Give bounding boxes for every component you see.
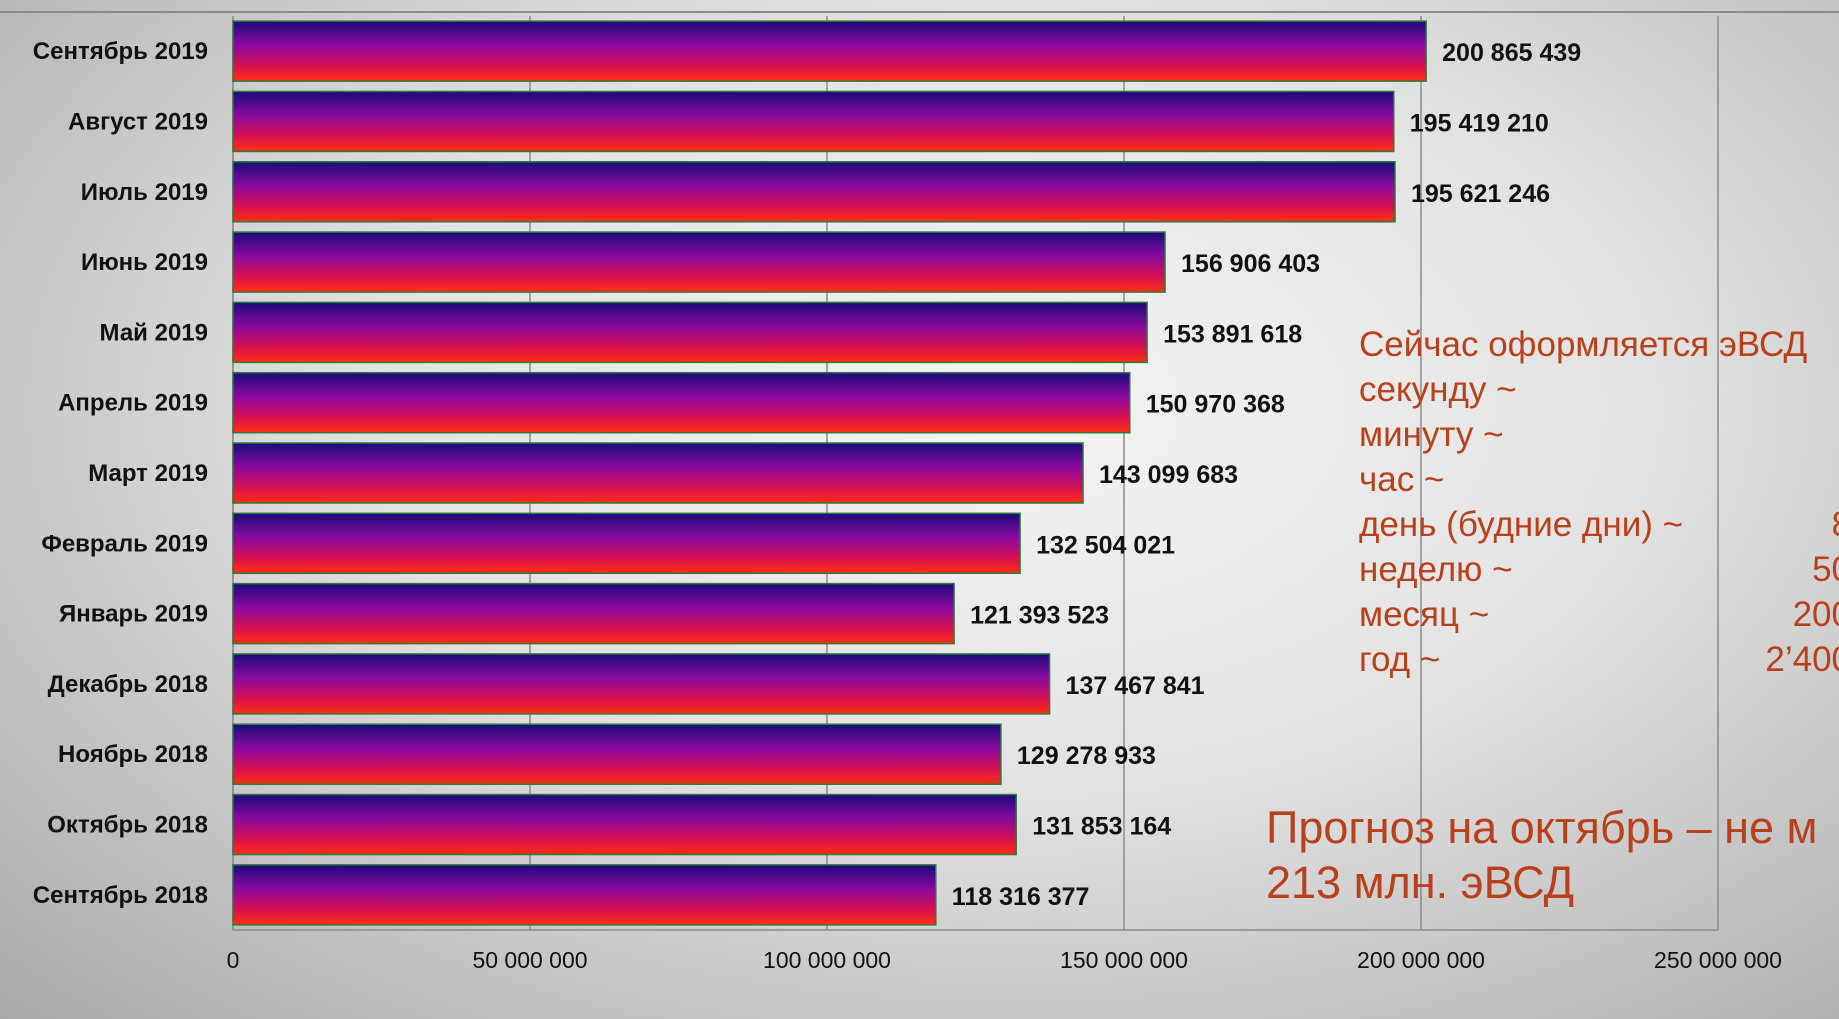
category-label: Октябрь 2018 — [47, 812, 208, 839]
stat-row: час ~ — [1359, 457, 1839, 502]
value-label: 195 621 246 — [1411, 180, 1550, 208]
stat-row: год ~ 2’400 — [1359, 637, 1839, 682]
bar — [232, 90, 1395, 153]
value-label: 195 419 210 — [1410, 109, 1549, 137]
stat-label: год ~ — [1359, 640, 1441, 679]
value-label: 118 316 377 — [952, 883, 1090, 911]
category-label: Февраль 2019 — [41, 530, 208, 557]
bar — [232, 582, 955, 645]
forecast-line-2: 213 млн. эВСД — [1266, 857, 1575, 908]
category-label: Август 2019 — [68, 108, 208, 135]
x-tick-label: 250 000 000 — [1654, 947, 1782, 973]
value-label: 131 853 164 — [1032, 813, 1171, 841]
x-tick-label: 100 000 000 — [763, 947, 891, 973]
value-label: 137 467 841 — [1066, 672, 1205, 700]
stat-row: секунду ~ — [1359, 367, 1839, 412]
stat-label: минуту ~ — [1359, 415, 1504, 454]
value-label: 129 278 933 — [1017, 742, 1156, 770]
category-label: Декабрь 2018 — [48, 671, 208, 698]
bar — [232, 231, 1166, 293]
stat-value: 50 — [1812, 550, 1839, 589]
bar — [232, 20, 1427, 82]
category-label: Сентябрь 2018 — [33, 882, 208, 909]
stats-title: Сейчас оформляется эВСД — [1359, 325, 1808, 364]
stat-label: секунду ~ — [1359, 370, 1517, 409]
stat-row: минуту ~ — [1359, 412, 1839, 457]
stat-label: неделю ~ — [1359, 550, 1513, 589]
category-labels: Сентябрь 2019 Август 2019 Июль 2019 Июнь 20… — [33, 38, 208, 909]
forecast-text: Прогноз на октябрь – не м 213 млн. эВСД — [1266, 800, 1839, 910]
stat-value: 8 — [1832, 502, 1839, 547]
value-label: 143 099 683 — [1099, 461, 1238, 489]
bar — [232, 161, 1396, 223]
stat-row: день (будние дни) ~ 8 — [1359, 502, 1839, 547]
value-label: 200 865 439 — [1442, 39, 1581, 67]
bar — [232, 723, 1002, 785]
top-border-line — [0, 11, 1839, 13]
forecast-line-1: Прогноз на октябрь – не м — [1266, 802, 1818, 853]
category-label: Январь 2019 — [59, 601, 208, 628]
bar — [232, 653, 1051, 715]
bars — [232, 20, 1427, 926]
bar — [232, 864, 937, 926]
bar — [232, 442, 1084, 504]
category-label: Март 2019 — [88, 460, 208, 487]
category-label: Апрель 2019 — [58, 390, 208, 417]
value-labels: 200 865 439 195 419 210 195 621 246 156 906… — [952, 39, 1581, 911]
category-label: Июнь 2019 — [81, 249, 208, 276]
value-label: 132 504 021 — [1036, 531, 1175, 559]
x-axis-ticks: 0 50 000 000 100 000 000 150 000 000 200 000… — [227, 947, 1782, 973]
stat-label: день (будние дни) ~ — [1359, 505, 1684, 544]
stats-panel: Сейчас оформляется эВСД секунду ~ минуту… — [1359, 322, 1839, 682]
stat-row: неделю ~ 50 — [1359, 547, 1839, 592]
bar — [232, 301, 1148, 364]
value-label: 156 906 403 — [1181, 250, 1320, 278]
x-tick-label: 50 000 000 — [472, 947, 587, 973]
x-tick-label: 200 000 000 — [1357, 947, 1485, 973]
stat-label: месяц ~ — [1359, 595, 1490, 634]
bar — [232, 793, 1017, 856]
bar — [232, 512, 1021, 575]
value-label: 150 970 368 — [1146, 391, 1285, 419]
category-label: Июль 2019 — [81, 179, 208, 206]
bar — [232, 371, 1131, 434]
value-label: 153 891 618 — [1163, 320, 1302, 348]
value-label: 121 393 523 — [970, 602, 1109, 630]
stat-value: 200 — [1792, 595, 1839, 634]
stat-value: 2’400 — [1765, 640, 1839, 679]
x-tick-label: 0 — [227, 947, 240, 973]
category-label: Май 2019 — [100, 319, 208, 346]
x-tick-label: 150 000 000 — [1060, 947, 1188, 973]
category-label: Ноябрь 2018 — [58, 741, 208, 768]
stat-row: месяц ~ 200 — [1359, 592, 1839, 637]
stat-label: час ~ — [1359, 460, 1445, 499]
category-label: Сентябрь 2019 — [33, 38, 208, 65]
